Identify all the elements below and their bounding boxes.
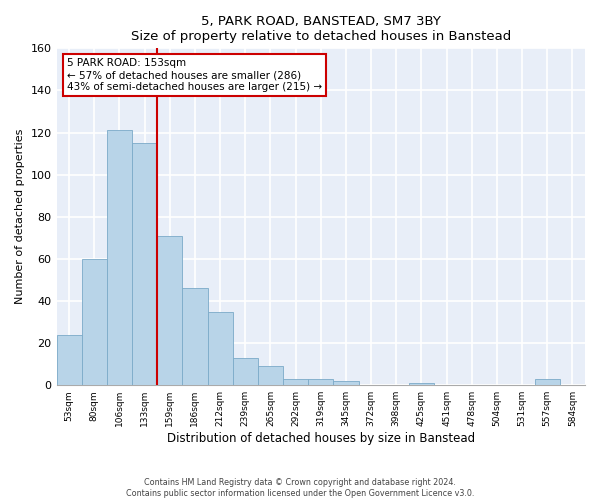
Bar [258, 366, 283, 385]
Bar [56, 334, 82, 385]
Bar [308, 379, 334, 385]
Bar [132, 143, 157, 385]
Bar [208, 312, 233, 385]
X-axis label: Distribution of detached houses by size in Banstead: Distribution of detached houses by size … [167, 432, 475, 445]
Bar [182, 288, 208, 385]
Bar [82, 259, 107, 385]
Text: Contains HM Land Registry data © Crown copyright and database right 2024.
Contai: Contains HM Land Registry data © Crown c… [126, 478, 474, 498]
Text: 5 PARK ROAD: 153sqm
← 57% of detached houses are smaller (286)
43% of semi-detac: 5 PARK ROAD: 153sqm ← 57% of detached ho… [67, 58, 322, 92]
Bar [107, 130, 132, 385]
Bar [535, 379, 560, 385]
Bar [409, 383, 434, 385]
Bar [233, 358, 258, 385]
Bar [283, 379, 308, 385]
Y-axis label: Number of detached properties: Number of detached properties [15, 129, 25, 304]
Bar [157, 236, 182, 385]
Title: 5, PARK ROAD, BANSTEAD, SM7 3BY
Size of property relative to detached houses in : 5, PARK ROAD, BANSTEAD, SM7 3BY Size of … [131, 15, 511, 43]
Bar [334, 381, 359, 385]
